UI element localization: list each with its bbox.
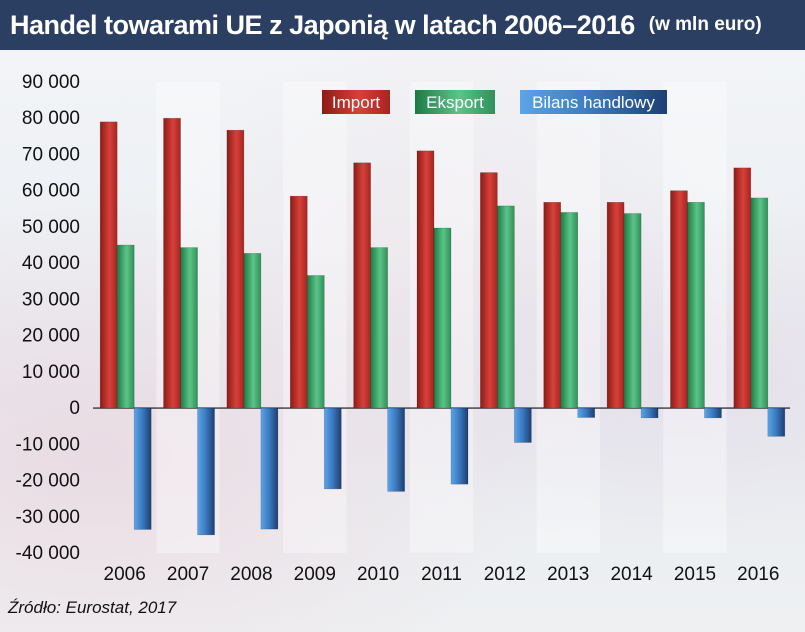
- import-bar: [606, 201, 625, 409]
- import-bar: [480, 172, 498, 409]
- legend-swatch: [520, 90, 667, 114]
- eksport-bar: [243, 253, 262, 409]
- bilans-bar: [133, 407, 152, 530]
- y-tick-label: 60 000: [22, 181, 80, 202]
- x-tick-label: 2010: [357, 564, 399, 585]
- chart-subtitle: (w mln euro): [648, 14, 762, 35]
- y-tick-label: 10 000: [22, 362, 80, 383]
- legend-swatch: [415, 90, 495, 114]
- chart-title: Handel towarami UE z Japonią w latach 20…: [10, 9, 635, 40]
- x-tick-label: 2007: [167, 564, 209, 585]
- y-tick-label: -10 000: [16, 434, 80, 455]
- import-bar: [99, 121, 118, 409]
- x-tick-label: 2009: [294, 564, 336, 585]
- legend-swatch: [322, 90, 390, 114]
- x-tick-label: 2011: [421, 564, 462, 585]
- eksport-bar: [370, 247, 388, 409]
- y-tick-label: 80 000: [22, 108, 80, 129]
- y-tick-label: 0: [69, 398, 80, 419]
- eksport-bar: [116, 244, 135, 409]
- title-bar: Handel towarami UE z Japonią w latach 20…: [0, 0, 805, 50]
- bilans-bar: [704, 407, 722, 419]
- x-tick-label: 2015: [674, 564, 716, 585]
- import-bar: [226, 129, 245, 409]
- eksport-bar: [433, 227, 452, 409]
- y-tick-label: -30 000: [16, 507, 80, 528]
- import-bar: [163, 117, 181, 409]
- y-tick-label: -20 000: [16, 471, 80, 492]
- legend: Import Eksport Bilans handlowy: [322, 90, 667, 114]
- import-bar: [289, 195, 308, 409]
- bilans-bar: [323, 407, 342, 490]
- eksport-bar: [623, 213, 642, 409]
- legend-item: Bilans handlowy: [520, 90, 667, 114]
- bilans-bar: [640, 407, 659, 419]
- x-tick-label: 2012: [484, 564, 526, 585]
- y-axis-ticks: 90 000 80 000 70 000 60 000 50 000 40 000 30 0…: [16, 72, 80, 564]
- y-tick-label: 70 000: [22, 144, 80, 165]
- x-axis-ticks: 2006 2007 2008 2009 2010 2011 2012 2013 2014 2015…: [104, 564, 780, 585]
- import-bar: [733, 167, 752, 409]
- bilans-bar: [767, 407, 786, 437]
- x-tick-label: 2014: [610, 564, 653, 585]
- y-tick-label: 90 000: [22, 72, 80, 93]
- legend-label: Import: [332, 93, 380, 112]
- import-bar: [670, 190, 688, 409]
- x-tick-label: 2016: [737, 564, 779, 585]
- eksport-bar: [497, 205, 515, 409]
- y-tick-label: -40 000: [16, 543, 80, 564]
- y-tick-label: 20 000: [22, 326, 80, 347]
- eksport-bar: [750, 197, 769, 409]
- bilans-bar: [197, 407, 215, 536]
- y-tick-label: 50 000: [22, 217, 80, 238]
- import-bar: [416, 150, 435, 409]
- eksport-bar: [560, 212, 579, 409]
- x-tick-label: 2013: [547, 564, 589, 585]
- bilans-bar: [387, 407, 405, 492]
- legend-item: Import: [322, 90, 390, 114]
- source-note: Źródło: Eurostat, 2017: [8, 598, 177, 617]
- bars: [99, 117, 786, 536]
- bilans-bar: [260, 407, 279, 530]
- eksport-bar: [306, 275, 325, 409]
- eksport-bar: [687, 201, 705, 409]
- bilans-bar: [577, 407, 596, 418]
- y-tick-label: 40 000: [22, 253, 80, 274]
- eksport-bar: [180, 247, 198, 409]
- y-tick-label: 30 000: [22, 289, 80, 310]
- import-bar: [543, 201, 562, 409]
- bilans-bar: [514, 407, 532, 443]
- x-tick-label: 2008: [230, 564, 272, 585]
- legend-label: Eksport: [426, 93, 484, 112]
- x-tick-label: 2006: [104, 564, 146, 585]
- bilans-bar: [450, 407, 469, 485]
- legend-label: Bilans handlowy: [532, 93, 655, 112]
- legend-item: Eksport: [415, 90, 495, 114]
- import-bar: [353, 162, 371, 409]
